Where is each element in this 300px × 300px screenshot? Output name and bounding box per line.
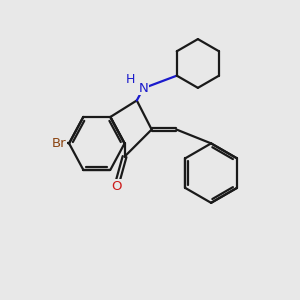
Text: N: N — [139, 82, 148, 95]
Text: Br: Br — [52, 137, 67, 150]
Text: H: H — [125, 74, 135, 86]
Text: O: O — [111, 180, 122, 193]
